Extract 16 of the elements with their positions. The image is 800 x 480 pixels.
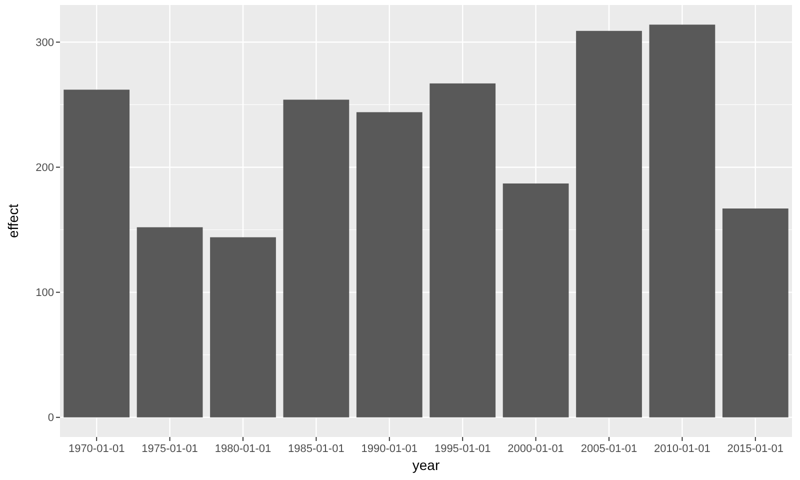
x-tick-label: 1975-01-01	[142, 443, 198, 455]
y-axis-title: effect	[5, 204, 21, 238]
x-tick-label: 1990-01-01	[361, 443, 418, 455]
x-tick-label: 2005-01-01	[580, 443, 638, 455]
x-tick-label: 1970-01-01	[68, 443, 125, 455]
y-tick-label: 300	[36, 36, 54, 49]
x-axis-title: year	[412, 457, 440, 473]
y-tick-label: 200	[36, 162, 54, 174]
x-tick-label: 1995-01-01	[434, 443, 491, 455]
y-tick-label: 100	[36, 287, 54, 300]
x-tick-label: 2010-01-01	[654, 443, 710, 455]
x-tick-label: 1980-01-01	[214, 443, 272, 455]
y-tick-label: 0	[48, 412, 54, 424]
x-tick-label: 2015-01-01	[727, 443, 784, 455]
x-tick-label: 1985-01-01	[288, 443, 344, 455]
x-tick-label: 2000-01-01	[508, 443, 564, 455]
